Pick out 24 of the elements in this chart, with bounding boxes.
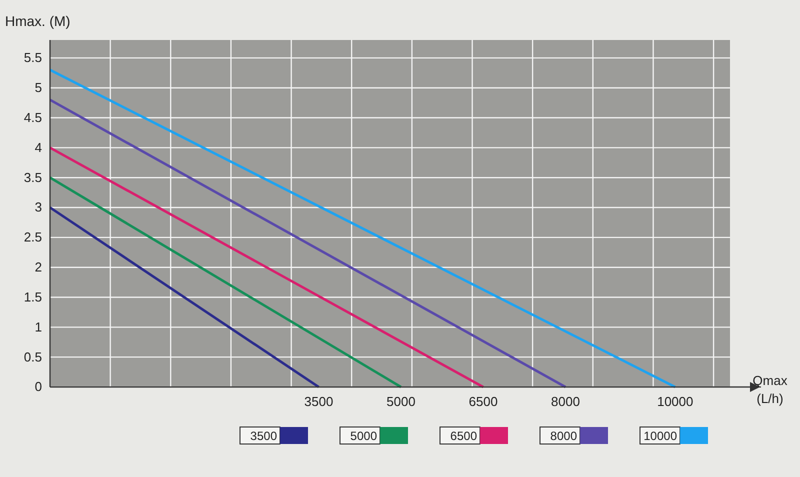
legend-label: 5000 (350, 429, 378, 443)
x-tick-label: 8000 (551, 394, 580, 410)
y-tick-label: 5 (34, 80, 42, 96)
y-tick-label: 2 (34, 260, 42, 275)
legend-label: 8000 (550, 429, 578, 443)
x-tick-label: 6500 (468, 394, 498, 410)
x-tick-label: 5000 (386, 394, 416, 410)
y-tick-label: 1.5 (24, 289, 42, 304)
y-tick-label: 0 (34, 379, 42, 394)
legend-label: 10000 (644, 429, 678, 443)
x-tick-label: 3500 (304, 394, 334, 410)
y-tick-label: 4 (34, 140, 42, 155)
legend-label: 3500 (250, 429, 278, 443)
x-tick-label: 10000 (657, 394, 694, 410)
y-tick-label: 4.5 (24, 110, 42, 125)
y-tick-label: 3.5 (24, 170, 42, 185)
y-tick-label: 5.5 (24, 50, 42, 66)
y-tick-label: 1 (34, 319, 42, 334)
y-tick-label: 0.5 (24, 349, 42, 364)
x-axis-title: Qmax (L/h) (752, 373, 788, 406)
y-axis-title: Hmax. (M) (5, 13, 70, 29)
y-tick-label: 3 (34, 200, 42, 215)
legend-label: 6500 (450, 429, 478, 443)
y-tick-label: 2.5 (24, 230, 42, 245)
